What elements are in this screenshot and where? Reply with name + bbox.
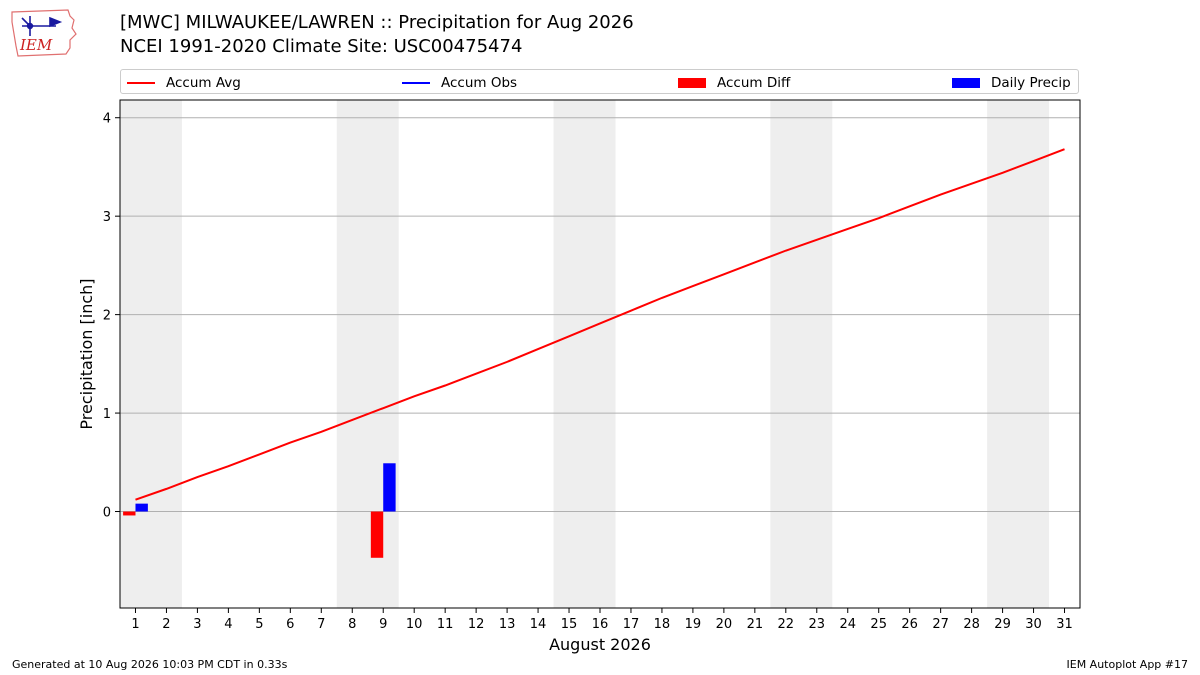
x-tick-label: 17: [623, 617, 640, 632]
weekend-shading: [120, 100, 1050, 608]
x-tick-label: 9: [379, 617, 387, 632]
x-tick-label: 14: [530, 617, 547, 632]
x-tick-label: 16: [592, 617, 609, 632]
accum-diff-bar: [123, 511, 136, 516]
y-tick-label: 1: [103, 407, 111, 422]
y-tick-label: 3: [103, 210, 111, 225]
x-tick-label: 10: [406, 617, 423, 632]
y-gridlines: [120, 117, 1080, 513]
legend-swatch-accum-obs: [402, 81, 430, 84]
x-tick-label: 15: [561, 617, 578, 632]
x-tick-label: 26: [901, 617, 918, 632]
x-tick-label: 18: [654, 617, 671, 632]
weekend-band: [987, 100, 1050, 608]
x-tick-label: 23: [809, 617, 826, 632]
x-tick-label: 30: [1025, 617, 1042, 632]
x-tick-label: 12: [468, 617, 485, 632]
x-tick-label: 1: [131, 617, 139, 632]
chart-title: [MWC] MILWAUKEE/LAWREN :: Precipitation …: [120, 12, 634, 33]
x-tick-label: 13: [499, 617, 516, 632]
weekend-band: [553, 100, 616, 608]
accum-avg-line: [135, 148, 1065, 501]
chart-subtitle: NCEI 1991-2020 Climate Site: USC00475474: [120, 36, 523, 57]
line-marks: [135, 148, 1065, 501]
weekend-band: [336, 100, 399, 608]
x-tick-label: 8: [348, 617, 356, 632]
bar-marks: [123, 463, 396, 558]
x-tick-label: 24: [839, 617, 856, 632]
x-tick-label: 21: [747, 617, 764, 632]
x-tick-label: 22: [778, 617, 795, 632]
generated-timestamp: Generated at 10 Aug 2026 10:03 PM CDT in…: [12, 658, 288, 671]
daily-precip-bar: [383, 463, 396, 512]
iowa-outline: [11, 9, 77, 57]
legend-swatch-daily-precip: [952, 77, 980, 88]
iem-logo-text: IEM: [19, 36, 53, 54]
x-tick-label: 7: [317, 617, 325, 632]
y-tick-label: 2: [103, 309, 111, 324]
y-axis-label: Precipitation [inch]: [77, 278, 96, 429]
legend-label-accum-obs: Accum Obs: [441, 74, 518, 91]
x-tick-label: 19: [685, 617, 702, 632]
legend-label-accum-diff: Accum Diff: [717, 74, 791, 91]
app-credit: IEM Autoplot App #17: [1066, 658, 1189, 671]
x-tick-label: 4: [224, 617, 232, 632]
x-tick-label: 5: [255, 617, 263, 632]
x-tick-label: 3: [193, 617, 201, 632]
x-tick-label: 28: [963, 617, 980, 632]
weekend-band: [120, 100, 182, 608]
legend-swatch-accum-avg: [127, 81, 155, 84]
legend-item-accum-avg: Accum Avg: [127, 70, 241, 95]
x-tick-label: 27: [932, 617, 949, 632]
x-tick-label: 2: [162, 617, 170, 632]
accum-diff-bar: [370, 511, 384, 558]
x-tick-label: 20: [716, 617, 733, 632]
iem-logo: IEM: [11, 9, 77, 57]
weather-station-icon: [21, 16, 63, 36]
y-tick-label: 0: [103, 506, 111, 521]
x-axis-label: August 2026: [549, 635, 651, 654]
weekend-band: [770, 100, 833, 608]
legend-item-daily-precip: Daily Precip: [952, 70, 1071, 95]
x-tick-label: 29: [994, 617, 1011, 632]
legend-swatch-accum-diff: [678, 77, 706, 88]
legend-label-daily-precip: Daily Precip: [991, 74, 1071, 91]
x-tick-label: 31: [1056, 617, 1073, 632]
x-tick-label: 6: [286, 617, 294, 632]
chart-legend: Accum Avg Accum Obs Accum Diff Daily Pre…: [120, 69, 1079, 94]
y-tick-label: 4: [103, 112, 111, 127]
legend-item-accum-obs: Accum Obs: [402, 70, 517, 95]
daily-precip-bar: [135, 503, 148, 512]
legend-label-accum-avg: Accum Avg: [166, 74, 241, 91]
x-tick-label: 11: [437, 617, 454, 632]
x-tick-label: 25: [870, 617, 887, 632]
legend-item-accum-diff: Accum Diff: [678, 70, 790, 95]
